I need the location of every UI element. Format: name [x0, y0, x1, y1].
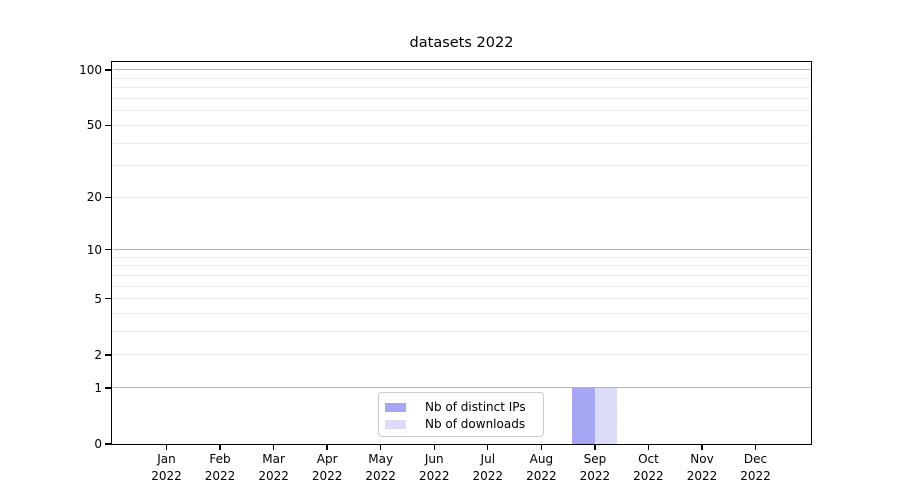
x-tick-month: Oct: [638, 452, 659, 466]
legend-label-nb-of-downloads: Nb of downloads: [425, 417, 526, 431]
y-tick-50: [105, 124, 112, 127]
y-tick-label-100: 100: [79, 62, 102, 77]
x-tick-label-jul: Jul 2022: [453, 451, 523, 484]
x-tick-year: 2022: [418, 468, 450, 483]
x-tick-month: Apr: [316, 452, 338, 466]
x-tick-month: Feb: [209, 452, 231, 466]
x-tick-year: 2022: [472, 468, 504, 483]
gridline-minor-5: [113, 298, 810, 300]
gridline-major-1: [113, 387, 810, 389]
y-tick-10: [105, 248, 112, 251]
x-tick-jan: [165, 444, 168, 450]
x-tick-month: Sep: [583, 452, 607, 466]
gridline-minor-20: [113, 196, 810, 198]
nb-of-distinct-ips-bar: [572, 387, 595, 444]
x-tick-year: 2022: [204, 468, 236, 483]
x-tick-year: 2022: [526, 468, 557, 483]
gridline-minor-6: [113, 285, 810, 287]
y-tick-100: [105, 69, 112, 71]
gridline-minor-50: [113, 124, 810, 126]
x-tick-label-dec: Dec 2022: [721, 451, 791, 484]
gridline-minor-2: [113, 354, 810, 356]
x-tick-may: [380, 444, 382, 450]
x-tick-year: 2022: [365, 468, 396, 483]
x-tick-label-jan: Jan 2022: [132, 451, 202, 484]
x-tick-oct: [647, 444, 650, 450]
x-tick-dec: [754, 444, 757, 450]
y-tick-label-10: 10: [86, 242, 102, 257]
x-tick-label-apr: Apr 2022: [292, 451, 362, 484]
chart-title: datasets 2022: [409, 35, 514, 51]
gridline-minor-30: [113, 165, 810, 167]
gridline-major-100: [113, 69, 810, 71]
y-tick-2: [105, 354, 112, 356]
x-tick-year: 2022: [740, 468, 771, 483]
legend: Nb of distinct IPs Nb of downloads: [378, 392, 544, 437]
gridline-minor-90: [113, 77, 810, 79]
x-tick-label-oct: Oct 2022: [613, 451, 683, 484]
x-tick-jul: [487, 444, 489, 450]
x-tick-apr: [326, 444, 328, 450]
x-tick-year: 2022: [151, 468, 182, 483]
x-tick-label-jun: Jun 2022: [399, 451, 469, 484]
gridline-minor-4: [113, 313, 810, 315]
legend-item-nb-of-distinct-ips: Nb of distinct IPs: [385, 399, 535, 415]
gridline-minor-7: [113, 274, 810, 276]
x-tick-month: Dec: [743, 452, 768, 466]
nb-of-downloads-bar: [594, 387, 618, 444]
y-tick-1: [105, 387, 112, 389]
y-tick-label-20: 20: [86, 190, 102, 205]
gridline-minor-9: [113, 256, 810, 258]
x-tick-month: Mar: [262, 452, 285, 466]
x-tick-month: Jun: [424, 452, 444, 466]
x-tick-mar: [272, 444, 275, 450]
x-tick-nov: [701, 444, 703, 450]
y-tick-5: [105, 298, 112, 300]
x-tick-month: Jan: [157, 452, 176, 466]
gridline-minor-40: [113, 142, 810, 144]
x-tick-aug: [540, 444, 543, 450]
y-tick-label-5: 5: [94, 291, 102, 306]
x-tick-label-mar: Mar 2022: [239, 451, 309, 484]
gridline-minor-70: [113, 98, 810, 100]
legend-swatch-nb-of-downloads: [385, 419, 406, 429]
x-tick-month: Jul: [480, 452, 496, 466]
x-tick-year: 2022: [258, 468, 289, 483]
x-tick-feb: [219, 444, 221, 450]
y-tick-20: [105, 196, 112, 198]
gridline-major-10: [113, 249, 810, 251]
x-tick-year: 2022: [311, 468, 343, 483]
gridline-minor-60: [113, 110, 810, 112]
x-tick-jun: [433, 444, 435, 450]
legend-item-nb-of-downloads: Nb of downloads: [385, 416, 535, 432]
gridline-minor-80: [113, 87, 810, 89]
y-tick-label-2: 2: [94, 347, 102, 362]
x-tick-month: Aug: [529, 452, 554, 466]
x-tick-year: 2022: [579, 468, 611, 483]
gridline-minor-8: [113, 265, 810, 267]
gridline-minor-3: [113, 331, 810, 333]
legend-swatch-nb-of-distinct-ips: [385, 402, 406, 412]
y-tick-label-1: 1: [94, 380, 102, 395]
y-tick-label-0: 0: [94, 437, 102, 451]
x-tick-label-nov: Nov 2022: [667, 451, 737, 484]
x-tick-month: Nov: [690, 452, 714, 466]
x-tick-sep: [594, 444, 596, 450]
x-tick-label-feb: Feb 2022: [185, 451, 255, 484]
y-tick-label-50: 50: [86, 118, 102, 133]
legend-label-nb-of-distinct-ips: Nb of distinct IPs: [425, 400, 526, 414]
x-tick-label-may: May 2022: [346, 451, 416, 484]
y-tick-0: [105, 443, 112, 445]
plot-frame: [111, 61, 812, 445]
x-tick-year: 2022: [686, 468, 718, 483]
x-tick-label-sep: Sep 2022: [560, 451, 630, 484]
x-tick-month: May: [368, 452, 394, 466]
x-tick-label-aug: Aug 2022: [506, 451, 576, 484]
x-tick-year: 2022: [633, 468, 664, 483]
